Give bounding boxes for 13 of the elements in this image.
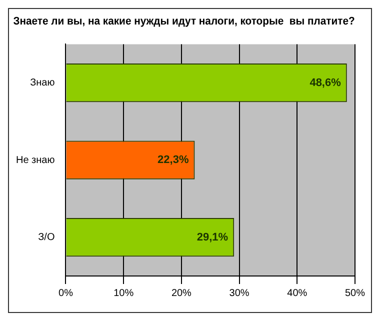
chart-title: Знаете ли вы, на какие нужды идут налоги, которые вы платите? bbox=[13, 15, 355, 28]
x-tick-label: 10% bbox=[114, 288, 134, 299]
x-tick-label: 40% bbox=[287, 288, 308, 299]
data-label: 22,3% bbox=[158, 154, 189, 166]
y-tick-label: Знаю bbox=[30, 78, 56, 89]
y-tick-label: З/О bbox=[38, 232, 55, 244]
x-tick-label: 0% bbox=[58, 288, 74, 299]
x-tick-label: 50% bbox=[344, 288, 366, 299]
data-label: 48,6% bbox=[310, 76, 342, 89]
x-tick-label: 20% bbox=[171, 288, 192, 299]
data-label: 29,1% bbox=[196, 231, 228, 244]
y-tick-label: Не знаю bbox=[16, 154, 56, 166]
x-tick-label: 30% bbox=[229, 288, 250, 299]
